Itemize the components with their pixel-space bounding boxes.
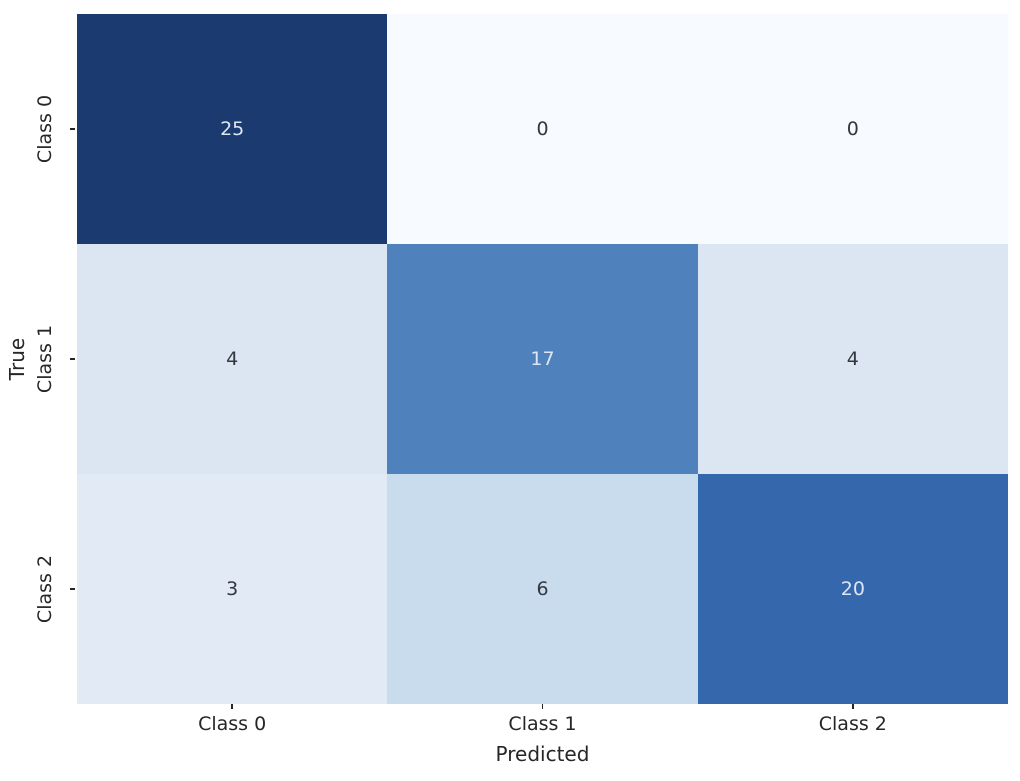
x-tick-mark	[231, 704, 233, 709]
matrix-cell: 4	[697, 244, 1008, 474]
x-axis-title: Predicted	[495, 742, 590, 766]
matrix-cell: 25	[77, 14, 388, 244]
y-tick-label: Class 2	[34, 554, 56, 624]
matrix-cell: 3	[77, 474, 388, 704]
x-tick-label: Class 2	[818, 713, 887, 735]
x-tick-class-1: Class 1	[387, 704, 697, 735]
matrix-cell: 0	[697, 14, 1008, 244]
x-tick-label: Class 0	[198, 713, 267, 735]
y-axis: Class 0 Class 1 Class 2	[32, 14, 58, 704]
y-tick-mark	[70, 358, 75, 360]
x-tick-mark	[541, 704, 544, 709]
x-tick-mark	[852, 704, 854, 709]
matrix-cell: 17	[387, 244, 698, 474]
x-axis: Class 0 Class 1 Class 2	[77, 704, 1008, 735]
y-tick-marks	[70, 14, 77, 704]
y-tick-mark	[70, 588, 75, 590]
y-axis-title: True	[5, 337, 30, 381]
matrix-cell: 6	[387, 474, 698, 704]
y-tick-mark	[70, 128, 75, 130]
matrix-cell: 4	[77, 244, 388, 474]
y-axis-title-wrap: True	[4, 14, 30, 704]
x-tick-class-2: Class 2	[698, 704, 1008, 735]
x-tick-class-0: Class 0	[77, 704, 387, 735]
heatmap-plot-area: 25 0 0 4 17 4 3 6 20	[77, 14, 1008, 704]
matrix-cell: 20	[697, 474, 1008, 704]
y-tick-label: Class 1	[34, 324, 56, 394]
x-tick-label: Class 1	[508, 713, 577, 735]
matrix-cell: 0	[387, 14, 698, 244]
y-tick-label: Class 0	[34, 94, 56, 164]
